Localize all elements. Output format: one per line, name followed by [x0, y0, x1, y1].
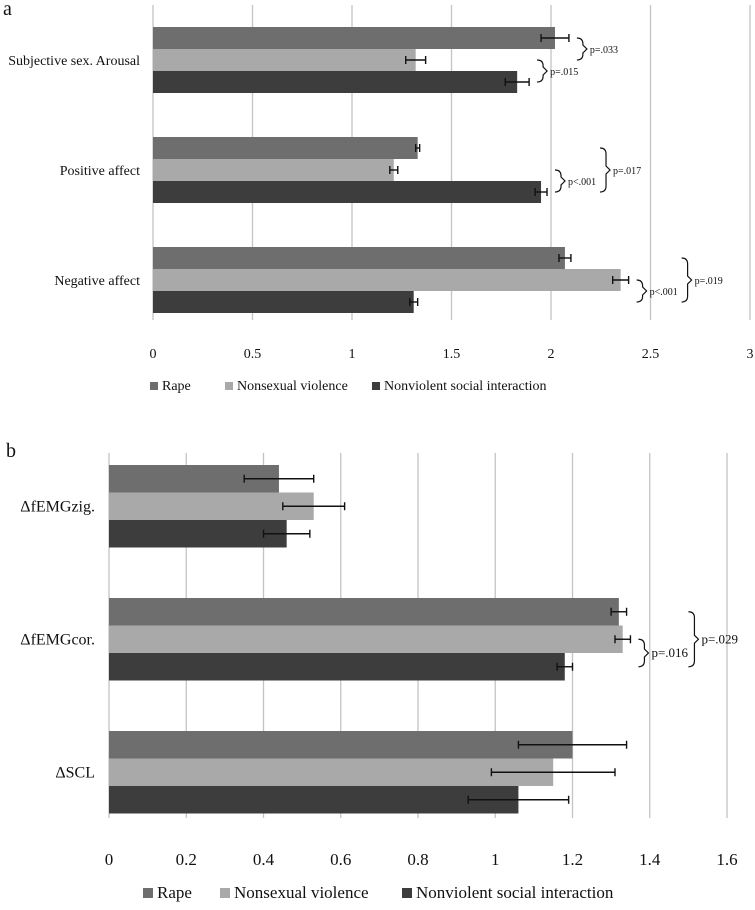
x-tick-label: 3: [747, 347, 754, 362]
x-tick-label: 1.6: [716, 850, 737, 869]
x-tick-label: 1.4: [639, 850, 661, 869]
bar: [153, 181, 542, 203]
x-tick-label: 0: [105, 850, 114, 869]
significance-bracket: [537, 59, 548, 83]
legend-swatch: [150, 382, 158, 390]
legend-label: Nonviolent social interaction: [384, 379, 547, 394]
chart-panel-b: 0 0.2 0.4 0.6 0.8 1 1.2 1.4 1.6 ΔfEMGzig. ΔfEMGcor…: [20, 453, 738, 902]
category-label: Positive affect: [60, 164, 140, 179]
category-label: ΔfEMGcor.: [20, 631, 95, 648]
p-value-annotation: p=.019: [695, 276, 723, 287]
bar: [109, 520, 287, 548]
panel-a-label: a: [3, 0, 12, 20]
x-tick-label: 1.2: [562, 850, 583, 869]
bar: [109, 598, 619, 626]
x-tick-label: 0: [150, 347, 157, 362]
p-value-annotation: p=.029: [701, 631, 738, 646]
x-tick-label: 0.4: [253, 850, 275, 869]
significance-bracket: [554, 169, 566, 193]
x-tick-label: 2: [548, 347, 555, 362]
significance-bracket: [688, 611, 700, 668]
bar: [153, 71, 518, 93]
bar: [153, 269, 621, 291]
legend-swatch: [402, 888, 412, 898]
significance-bracket: [599, 147, 611, 193]
bar: [153, 247, 565, 269]
bar: [153, 27, 555, 49]
legend-label: Nonsexual violence: [234, 883, 369, 902]
x-tick-label: 1: [349, 347, 356, 362]
legend-label: Rape: [157, 883, 192, 902]
x-tick-label: 2.5: [642, 347, 660, 362]
bar: [153, 49, 416, 71]
legend-label: Rape: [162, 379, 191, 394]
x-tick-label: 0.6: [330, 850, 351, 869]
x-tick-label: 0.8: [407, 850, 428, 869]
bar: [109, 625, 623, 653]
legend-swatch: [220, 888, 230, 898]
bar: [153, 291, 414, 313]
legend-label: Nonsexual violence: [237, 379, 348, 394]
significance-bracket: [681, 257, 693, 303]
p-value-annotation: p<.001: [650, 287, 678, 298]
p-value-annotation: p=.033: [590, 45, 618, 56]
legend-swatch: [225, 382, 233, 390]
p-value-annotation: p=.016: [651, 645, 688, 660]
legend-swatch: [372, 382, 380, 390]
bar: [109, 786, 519, 814]
significance-bracket: [638, 638, 650, 668]
chart-panel-a: 0 0.5 1 1.5 2 2.5 3 Subjective sex. Arousal Posi…: [8, 5, 754, 394]
bar: [153, 159, 394, 181]
p-value-annotation: p=.017: [613, 166, 641, 177]
significance-bracket: [636, 279, 648, 303]
bar: [109, 758, 554, 786]
x-tick-label: 1: [491, 850, 500, 869]
legend-label: Nonviolent social interaction: [416, 883, 614, 902]
significance-bracket: [576, 37, 588, 61]
p-value-annotation: p<.001: [568, 177, 596, 188]
category-label: Subjective sex. Arousal: [8, 54, 140, 69]
category-label: ΔSCL: [55, 764, 95, 781]
x-tick-label: 0.5: [244, 347, 262, 362]
bar: [109, 492, 314, 520]
category-label: Negative affect: [54, 274, 140, 289]
p-value-annotation: p=.015: [550, 67, 578, 78]
x-tick-label: 1.5: [443, 347, 461, 362]
category-label: ΔfEMGzig.: [20, 498, 95, 515]
panel-b-label: b: [6, 440, 16, 462]
legend-swatch: [143, 888, 153, 898]
bar: [153, 137, 418, 159]
bar: [109, 731, 573, 759]
x-tick-label: 0.2: [176, 850, 197, 869]
bar: [109, 653, 565, 681]
